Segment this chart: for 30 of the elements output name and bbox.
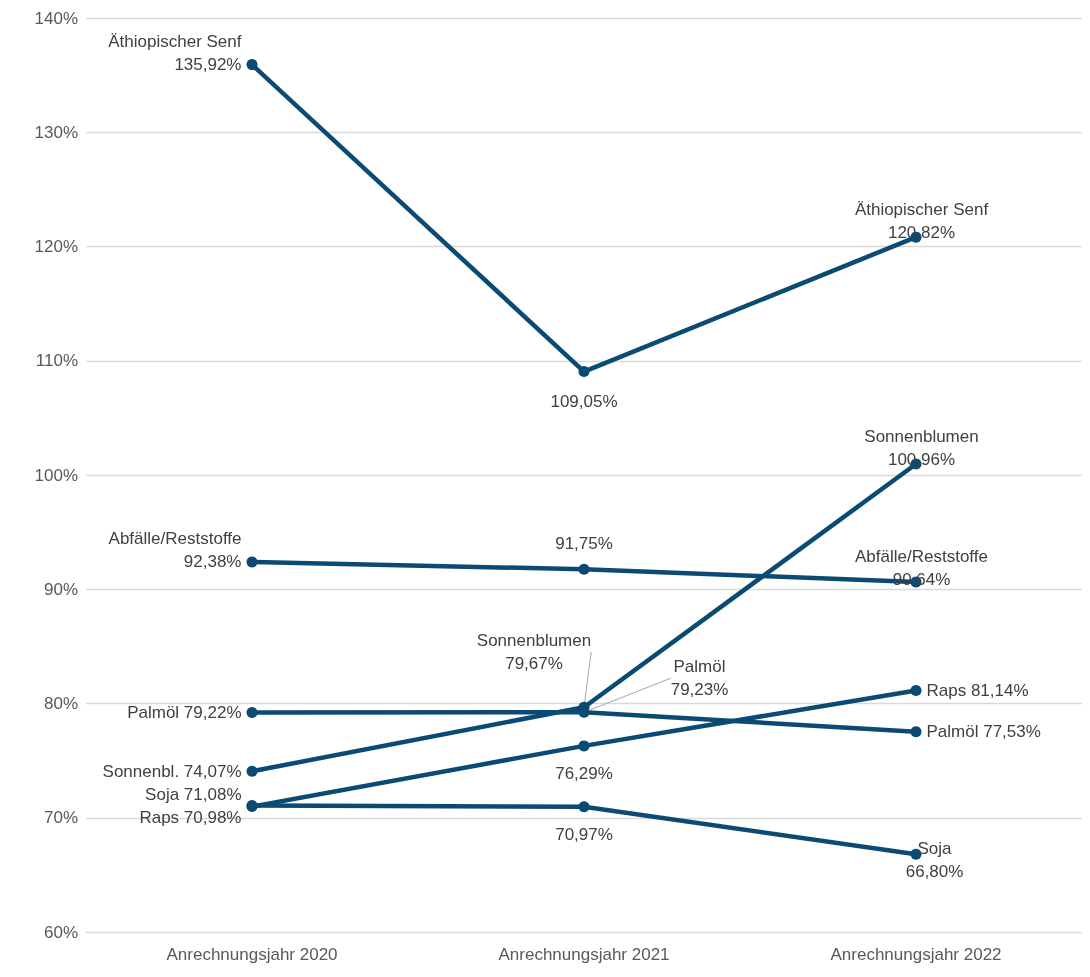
y-tick-label: 80% — [43, 694, 78, 713]
y-tick-label: 120% — [34, 237, 78, 256]
data-label: Raps 70,98% — [139, 808, 242, 828]
data-label: 70,97% — [555, 825, 613, 845]
data-label: Palmöl 79,23% — [670, 657, 729, 700]
data-label: 76,29% — [555, 764, 613, 784]
x-tick-label: Anrechnungsjahr 2021 — [498, 945, 670, 964]
data-label: Abfälle/Reststoffe 92,38% — [108, 529, 242, 572]
y-tick-label: 90% — [43, 579, 78, 599]
data-label: Palmöl 77,53% — [926, 722, 1041, 742]
y-tick-label: 70% — [43, 808, 78, 828]
data-label: 91,75% — [555, 533, 613, 553]
data-label: Soja 66,80% — [905, 839, 964, 882]
data-label: Sonnenblumen 79,67% — [476, 630, 592, 673]
data-label: 109,05% — [550, 392, 618, 412]
y-tick-label: 110% — [35, 351, 78, 371]
x-tick-label: Anrechnungsjahr 2022 — [830, 945, 1002, 964]
data-label: Abfälle/Reststoffe 90,64% — [855, 546, 988, 589]
y-tick-label: 130% — [34, 122, 78, 142]
data-label: Äthiopischer Senf 120,82% — [854, 200, 989, 243]
data-label: Sonnenblumen 100,96% — [864, 427, 979, 470]
x-tick-label: Anrechnungsjahr 2020 — [166, 945, 338, 964]
data-label: Palmöl 79,22% — [127, 702, 242, 722]
data-label: Raps 81,14% — [926, 680, 1029, 700]
data-label: Äthiopischer Senf 135,92% — [108, 31, 242, 74]
y-tick-label: 140% — [34, 8, 78, 28]
y-tick-label: 100% — [34, 465, 78, 485]
y-tick-label: 60% — [43, 922, 78, 942]
data-label: Sonnenbl. 74,07% — [102, 761, 242, 781]
data-label: Soja 71,08% — [145, 784, 242, 804]
